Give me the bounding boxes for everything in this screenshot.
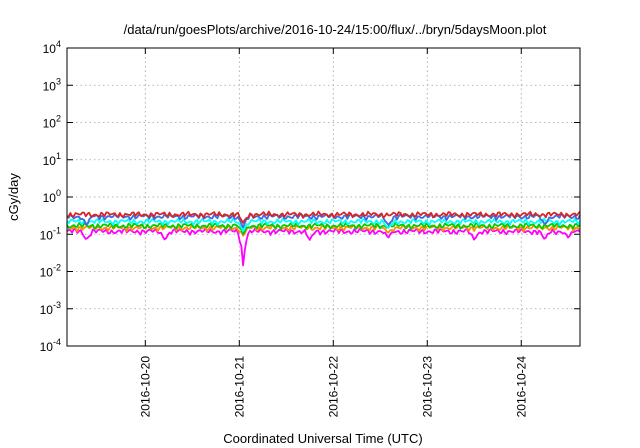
y-tick-label: 101 bbox=[43, 151, 61, 168]
y-axis-label: cGy/day bbox=[6, 173, 21, 221]
series-line bbox=[66, 217, 581, 233]
x-tick-label: 2016-10-22 bbox=[326, 356, 340, 418]
series-line bbox=[66, 210, 581, 224]
y-tick-label: 10-3 bbox=[40, 300, 61, 317]
x-axis-label: Coordinated Universal Time (UTC) bbox=[223, 431, 422, 446]
y-tick-label: 10-4 bbox=[40, 337, 61, 354]
series-layer bbox=[66, 210, 581, 267]
x-axis: 2016-10-20 2016-10-21 2016-10-22 2016-10-23… bbox=[138, 48, 528, 417]
x-tick-label: 2016-10-21 bbox=[232, 356, 246, 418]
x-tick-label: 2016-10-23 bbox=[420, 356, 434, 418]
y-tick-label: 103 bbox=[43, 76, 61, 93]
series-line bbox=[66, 227, 581, 267]
series-line bbox=[66, 221, 581, 236]
y-tick-label: 10-1 bbox=[40, 225, 61, 242]
x-tick-label: 2016-10-24 bbox=[514, 356, 528, 418]
y-tick-label: 104 bbox=[43, 39, 61, 56]
y-axis: 10-4 10-3 10-2 10-1 100 101 102 103 104 bbox=[40, 39, 580, 354]
chart-title: /data/run/goesPlots/archive/2016-10-24/1… bbox=[124, 22, 547, 37]
y-tick-label: 102 bbox=[43, 114, 61, 131]
grid bbox=[67, 48, 580, 346]
y-tick-label: 10-2 bbox=[40, 263, 61, 280]
y-tick-label: 100 bbox=[43, 188, 61, 205]
x-tick-label: 2016-10-20 bbox=[138, 356, 152, 418]
